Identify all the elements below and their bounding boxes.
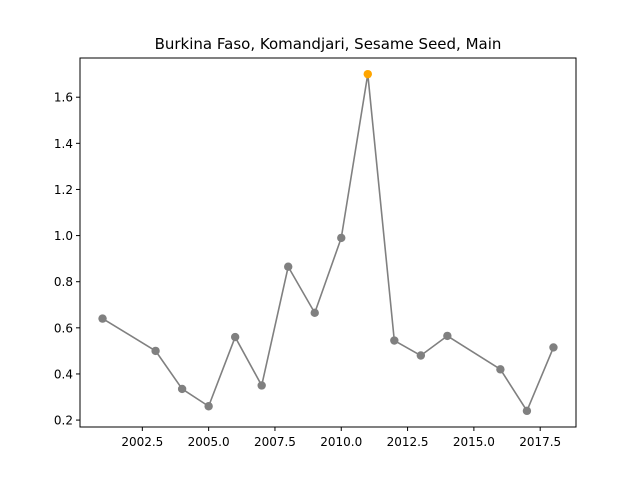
- data-point: [151, 346, 160, 356]
- y-tick-label: 0.8: [54, 275, 73, 289]
- x-tick-label: 2005.0: [188, 435, 230, 449]
- series-line: [102, 73, 555, 412]
- y-axis: 0.2 0.4 0.6 0.8 1.0 1.2 1.4 1.6: [54, 91, 80, 428]
- y-tick-label: 1.6: [54, 91, 73, 105]
- x-tick-label: 2015.0: [453, 435, 495, 449]
- x-tick-label: 2012.5: [387, 435, 429, 449]
- x-tick-label: 2007.5: [254, 435, 296, 449]
- data-point: [284, 262, 293, 271]
- data-point: [230, 332, 240, 342]
- y-tick-label: 0.6: [54, 321, 73, 335]
- data-point: [443, 331, 452, 341]
- data-point: [496, 365, 505, 374]
- y-tick-label: 1.0: [54, 229, 73, 243]
- x-tick-label: 2010.0: [320, 435, 362, 449]
- data-point: [204, 402, 213, 411]
- data-point: [549, 343, 558, 352]
- data-point: [522, 406, 532, 416]
- y-tick-label: 0.2: [54, 414, 73, 428]
- y-tick-label: 0.4: [54, 367, 73, 381]
- chart-title: Burkina Faso, Komandjari, Sesame Seed, M…: [155, 35, 502, 53]
- x-axis: 2002.5 2005.0 2007.5 2010.0 2012.5 2015.0 2017…: [121, 427, 561, 449]
- data-point: [98, 314, 107, 323]
- data-point: [390, 336, 399, 345]
- y-tick-label: 1.4: [54, 137, 73, 151]
- data-point: [257, 381, 266, 390]
- series-layer: [98, 69, 558, 416]
- plot-frame: [79, 57, 577, 428]
- highlighted-data-point: [363, 69, 372, 79]
- x-tick-label: 2017.5: [519, 435, 561, 449]
- data-point: [310, 308, 319, 318]
- data-point: [416, 351, 426, 360]
- y-tick-label: 1.2: [54, 183, 73, 197]
- data-point: [337, 233, 346, 243]
- x-tick-label: 2002.5: [121, 435, 163, 449]
- data-point: [177, 384, 187, 394]
